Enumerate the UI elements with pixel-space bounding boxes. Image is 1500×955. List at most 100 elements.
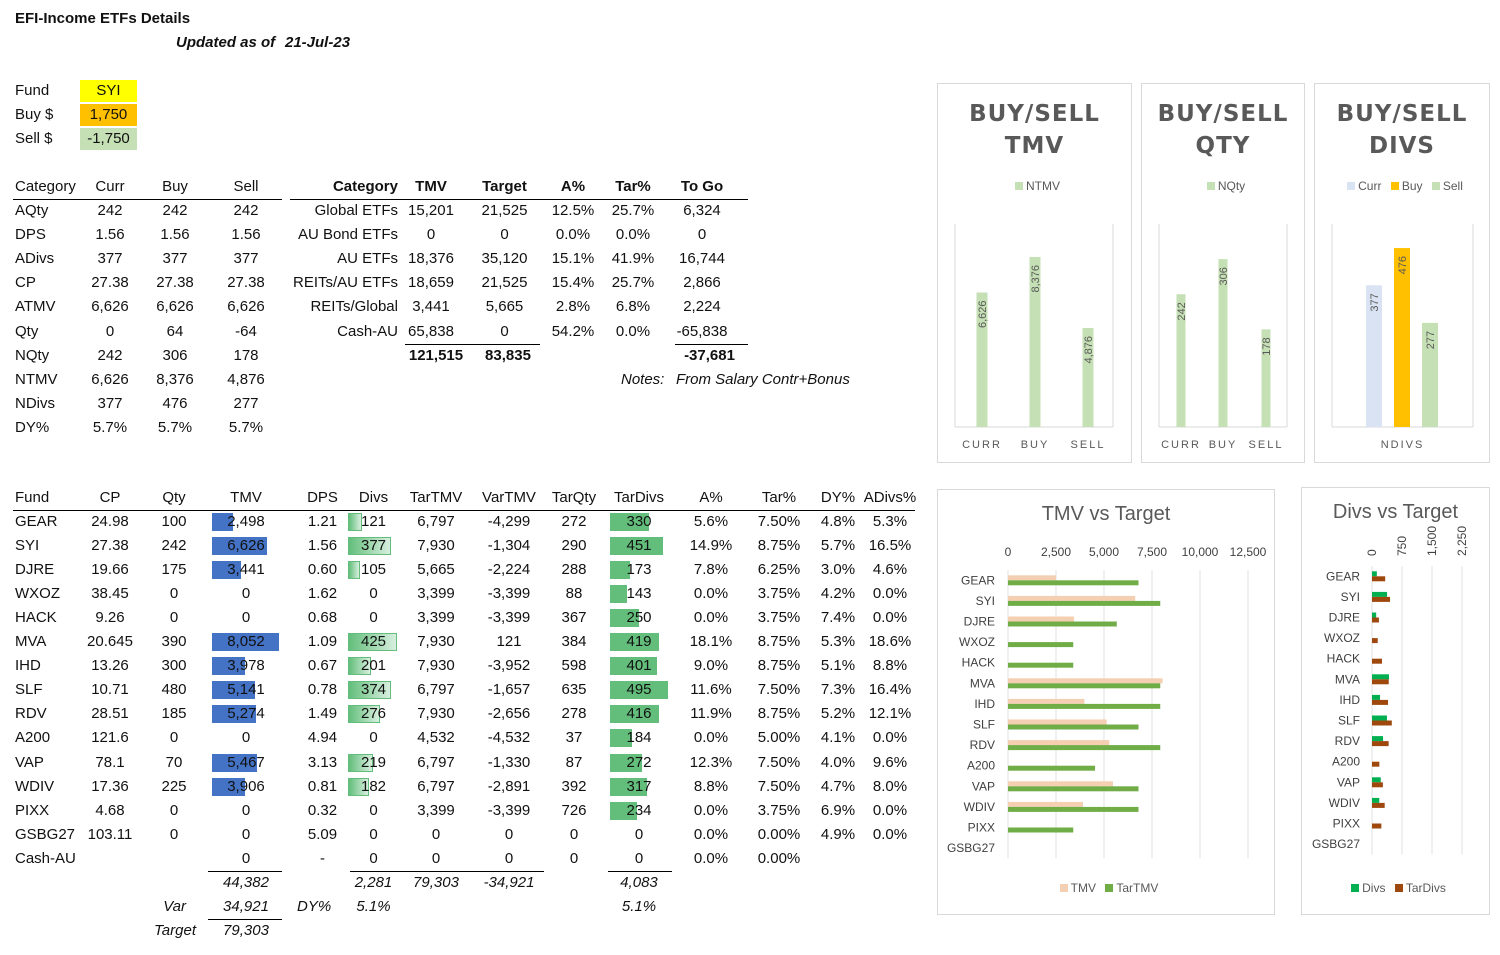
- category-cell: 21,525: [481, 202, 528, 219]
- divs-data-bar: [348, 753, 374, 772]
- funds-cell: 250: [626, 609, 652, 627]
- funds-cell: MVA: [15, 633, 47, 651]
- funds-cell: 390: [161, 633, 187, 651]
- category-cell: -65,838: [676, 322, 728, 340]
- tardivs-data-bar: [610, 585, 627, 604]
- summary-cell: 377: [233, 250, 259, 268]
- notes-text: From Salary Contr+Bonus: [676, 371, 850, 388]
- summary-cell: 476: [162, 394, 188, 412]
- legend-nqty: NQty: [1217, 179, 1246, 193]
- tmv-data-bar: [212, 705, 256, 724]
- buy-label: Buy $: [15, 106, 54, 123]
- bar: [1372, 823, 1382, 829]
- funds-cell: PIXX: [15, 801, 50, 819]
- legend-swatch: [1431, 182, 1440, 190]
- funds-cell: 374: [360, 681, 387, 699]
- bar: [1372, 612, 1377, 618]
- funds-cell: 2,498: [227, 513, 265, 530]
- chart-title-line1: BUY/SELL: [969, 101, 1100, 127]
- funds-cell: 9.0%: [693, 657, 729, 675]
- funds-header: TarTMV: [409, 489, 463, 506]
- category-label: IHD: [974, 697, 995, 711]
- summary-cell: 64: [166, 322, 184, 340]
- category-cell: 25.7%: [611, 202, 655, 219]
- funds-cell: 7.4%: [820, 609, 856, 627]
- funds-cell: 5.09: [307, 825, 338, 843]
- funds-cell: 419: [626, 633, 652, 651]
- funds-cell: Cash-AU: [15, 849, 76, 867]
- bar: [1008, 600, 1161, 606]
- category-cell: 25.7%: [611, 274, 655, 292]
- category-header: Tar%: [615, 178, 651, 195]
- fund-input[interactable]: SYI: [80, 80, 137, 102]
- tick-label: 0: [1005, 545, 1012, 559]
- summary-cell: DY%: [15, 418, 50, 436]
- tick-label: 10,000: [1182, 545, 1219, 559]
- funds-cell: 8,052: [227, 633, 265, 651]
- chart-title: Divs vs Target: [1332, 501, 1459, 523]
- category-header: Category: [332, 178, 398, 195]
- funds-cell: 7.8%: [693, 561, 729, 579]
- summary-cell: Qty: [15, 322, 39, 340]
- funds-cell: HACK: [15, 609, 57, 627]
- funds-cell: 3,399: [417, 801, 455, 819]
- tardivs-data-bar: [610, 537, 663, 556]
- summary-cell: NQty: [15, 346, 50, 364]
- tardivs-data-bar: [610, 657, 657, 676]
- bar: [976, 292, 988, 427]
- funds-cell: 0: [634, 825, 644, 843]
- funds-cell: -2,656: [487, 705, 531, 723]
- funds-cell: 20.645: [87, 633, 133, 651]
- funds-cell: 184: [626, 729, 652, 747]
- funds-cell: 78.1: [95, 753, 125, 771]
- funds-cell: 234: [626, 801, 652, 819]
- data-label: 306: [1218, 267, 1230, 285]
- funds-cell: 0: [569, 825, 579, 843]
- funds-header: CP: [99, 489, 121, 506]
- funds-cell: 121: [496, 633, 522, 651]
- funds-cell: 6,797: [417, 753, 455, 771]
- tmv-data-bar: [212, 633, 279, 652]
- bar: [1372, 777, 1381, 783]
- category-label: A200: [967, 759, 995, 773]
- funds-cell: 0.00%: [757, 849, 801, 867]
- category-label: WDIV: [1329, 796, 1360, 810]
- category-cell: AU ETFs: [337, 250, 398, 268]
- category-label: GEAR: [961, 573, 995, 587]
- bar: [1394, 248, 1410, 427]
- summary-cell: 6,626: [91, 298, 129, 316]
- category-cell: AU Bond ETFs: [297, 226, 398, 244]
- tardivs-data-bar: [610, 777, 648, 796]
- funds-cell: 0: [431, 849, 441, 867]
- category-cell: 12.5%: [551, 202, 595, 219]
- funds-cell: 6,797: [417, 681, 455, 699]
- legend-tartmv: TarTMV: [1116, 881, 1159, 895]
- buy-input[interactable]: 1,750: [80, 104, 137, 126]
- bar: [1372, 591, 1388, 597]
- funds-cell: 635: [561, 681, 587, 699]
- summary-cell: 242: [97, 202, 123, 219]
- funds-cell: 16.5%: [868, 537, 912, 555]
- legend-swatch: [1015, 182, 1023, 190]
- tmv-data-bar: [212, 513, 233, 531]
- category-label: DJRE: [1329, 611, 1360, 625]
- bar: [1008, 703, 1161, 709]
- funds-cell: 38.45: [91, 585, 129, 603]
- funds-cell: 5,141: [227, 681, 265, 699]
- funds-header: DPS: [307, 489, 338, 506]
- category-cell: 35,120: [481, 250, 528, 268]
- category-label: HACK: [1327, 652, 1360, 666]
- funds-cell: GEAR: [15, 513, 58, 530]
- funds-header-rule: [13, 510, 915, 511]
- legend-ntmv: NTMV: [1026, 179, 1060, 193]
- funds-cell: 0: [369, 609, 378, 627]
- divs-data-bar: [348, 657, 372, 676]
- funds-cell: 8.0%: [872, 777, 908, 795]
- summary-cell: 377: [162, 250, 188, 268]
- funds-cell: 5.6%: [693, 513, 729, 530]
- funds-cell: 0.68: [307, 609, 338, 627]
- funds-cell: DJRE: [15, 561, 55, 579]
- bar: [1082, 328, 1094, 427]
- funds-cell: 3.75%: [757, 609, 801, 627]
- funds-cell: 105: [360, 561, 387, 579]
